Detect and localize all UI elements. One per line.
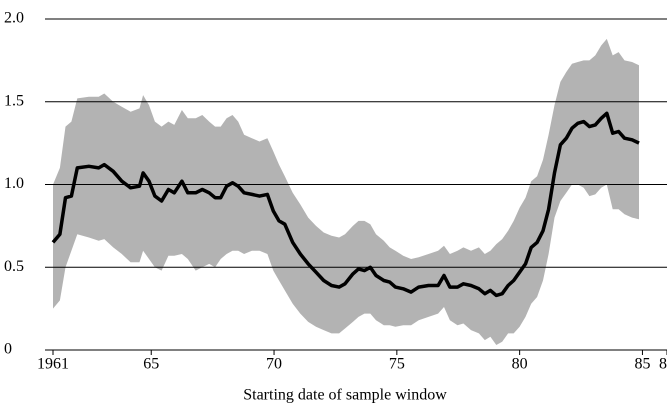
x-tick-label: 80	[512, 356, 528, 373]
x-tick-label: 70	[266, 356, 282, 373]
y-tick-label: 2.0	[4, 10, 24, 27]
series-line	[51, 111, 640, 298]
x-tick-label: 75	[389, 356, 405, 373]
x-tick-label: 85	[634, 356, 650, 373]
y-tick-label: 0	[4, 341, 12, 358]
y-tick-label: 0.5	[4, 258, 24, 275]
x-tick-label: 86	[659, 356, 667, 373]
y-tick-label: 1.5	[4, 92, 24, 109]
x-axis-label: Starting date of sample window	[243, 387, 447, 404]
confidence-band	[53, 38, 639, 346]
y-tick-label: 1.0	[4, 175, 24, 192]
x-tick-label: 1961	[37, 356, 69, 373]
x-tick-label: 65	[143, 356, 159, 373]
